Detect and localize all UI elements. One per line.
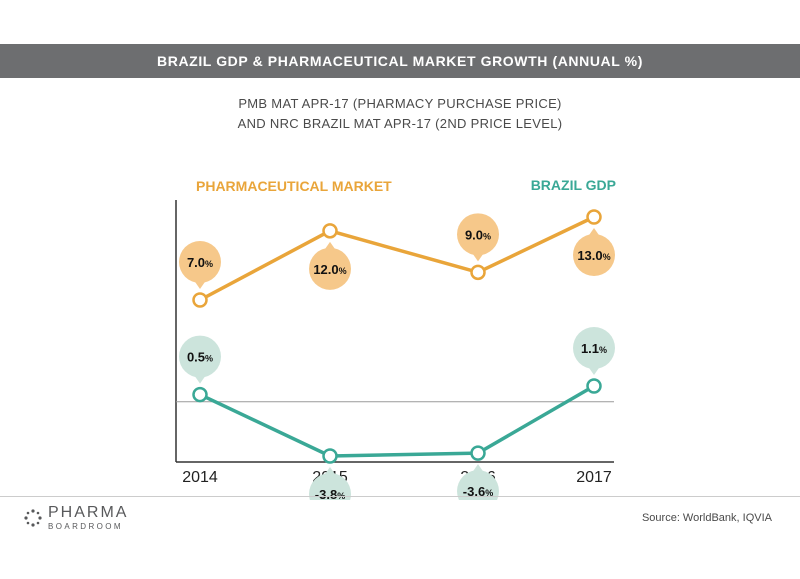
data-label-bubble [179,335,221,378]
data-point [586,378,602,394]
data-label: 12.0% [313,262,346,277]
data-point [192,292,208,308]
data-label-bubble [457,470,499,500]
x-tick-label: 2017 [576,469,612,486]
chart-title: BRAZIL GDP & PHARMACEUTICAL MARKET GROWT… [157,53,643,69]
data-label: -3.6% [463,484,493,499]
logo-wordmark-pharma: PHARMA [48,504,129,521]
data-label-bubble [573,327,615,369]
source-note: Source: WorldBank, IQVIA [641,512,772,524]
data-point [192,386,208,403]
data-label: 1.1% [581,341,607,356]
data-label: 7.0% [187,255,213,270]
data-label: 0.5% [187,350,213,365]
data-point [470,445,486,461]
series-label: BRAZIL GDP [531,177,616,193]
data-label: 9.0% [465,227,491,242]
line-chart: 2014201520162017PHARMACEUTICAL MARKETBRA… [175,177,616,500]
data-label-bubble [573,234,615,276]
chart-subtitle-line1: PMB MAT APR-17 (PHARMACY PURCHASE PRICE) [238,96,562,111]
data-point [322,223,338,239]
logo-dots-icon [24,509,42,527]
data-label: 13.0% [577,248,610,263]
data-label-bubble [309,473,351,500]
data-point [322,448,338,464]
data-label-bubble [309,247,351,290]
series-label: PHARMACEUTICAL MARKET [196,178,392,194]
data-label-bubble [457,213,499,256]
x-tick-label: 2014 [182,469,218,486]
series-line [199,384,595,458]
pharmaboardroom-logo: PHARMA BOARDROOM [24,505,128,531]
series-line [199,215,595,302]
data-point [470,264,486,281]
chart-title-banner: BRAZIL GDP & PHARMACEUTICAL MARKET GROWT… [0,44,800,78]
data-point [586,209,602,225]
logo-wordmark-boardroom: BOARDROOM [48,522,123,531]
data-label-bubble [179,241,221,283]
footer-divider [0,496,800,497]
chart-subtitle-line2: AND NRC BRAZIL MAT APR-17 (2ND PRICE LEV… [237,116,563,131]
